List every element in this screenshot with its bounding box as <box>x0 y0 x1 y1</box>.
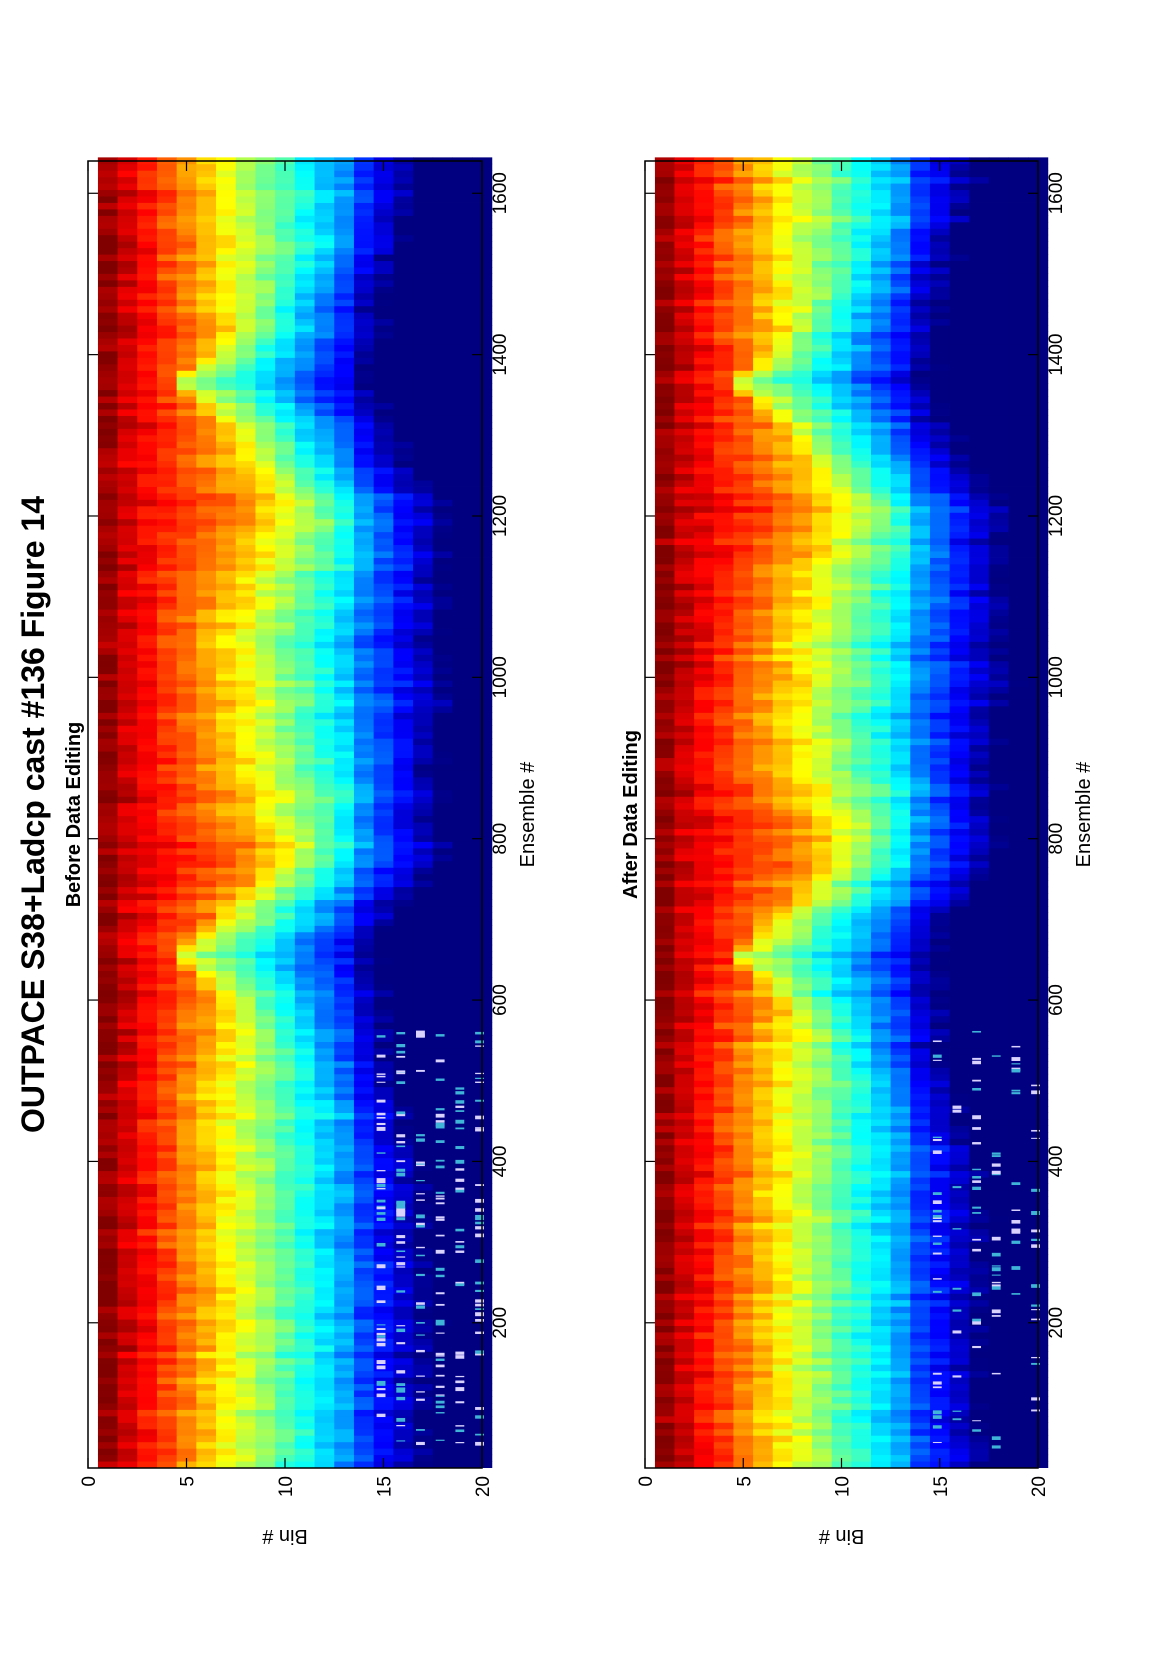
x-tick-label: 600 <box>490 984 511 1016</box>
x-tick-label: 400 <box>490 1146 511 1178</box>
y-tick-label: 10 <box>833 1476 854 1497</box>
figure-title: OUTPACE S38+Ladcp cast #136 Figure 14 <box>15 496 51 1133</box>
panel-after: After Data Editing2004006008001000120014… <box>620 157 1095 1547</box>
y-tick-label: 0 <box>79 1476 100 1487</box>
y-axis-label: Bin # <box>261 1525 307 1547</box>
heatmap-cells <box>97 157 493 1468</box>
panel-before: Before Data Editing200400600800100012001… <box>63 157 539 1547</box>
y-tick-label: 5 <box>178 1476 199 1487</box>
y-tick-label: 10 <box>276 1476 297 1497</box>
panel-title: Before Data Editing <box>63 722 85 908</box>
x-tick-label: 1000 <box>490 656 511 698</box>
y-axis-label: Bin # <box>818 1525 864 1547</box>
outlier-speckles <box>376 1030 484 1446</box>
heatmap-cells <box>654 157 1049 1468</box>
x-tick-label: 1200 <box>1046 495 1067 537</box>
x-tick-label: 200 <box>490 1307 511 1339</box>
x-tick-label: 200 <box>1046 1307 1067 1339</box>
x-tick-label: 1400 <box>1046 333 1067 375</box>
x-tick-label: 1600 <box>1046 172 1067 214</box>
y-tick-label: 5 <box>734 1476 755 1487</box>
x-tick-label: 1000 <box>1046 656 1067 698</box>
x-axis: 200 400 600 800 1000 1200 1400 1600 <box>88 172 511 1339</box>
y-tick-label: 15 <box>375 1476 396 1497</box>
x-tick-label: 1400 <box>490 333 511 375</box>
x-tick-label: 400 <box>1046 1146 1067 1178</box>
x-tick-label: 1200 <box>490 495 511 537</box>
x-axis: 200 400 600 800 1000 1200 1400 1600 <box>645 172 1067 1339</box>
x-axis-label: Ensemble # <box>1073 761 1095 867</box>
x-tick-label: 800 <box>490 823 511 855</box>
panel-title: After Data Editing <box>620 730 642 899</box>
y-axis: 0 5 10 15 20 <box>636 161 1050 1497</box>
x-tick-label: 600 <box>1046 984 1067 1016</box>
y-tick-label: 15 <box>931 1476 952 1497</box>
y-tick-label: 20 <box>473 1476 494 1497</box>
x-tick-label: 800 <box>1046 823 1067 855</box>
x-axis-label: Ensemble # <box>517 761 539 867</box>
x-tick-label: 1600 <box>490 172 511 214</box>
y-axis: 0 5 10 15 20 <box>79 161 494 1497</box>
y-tick-label: 20 <box>1029 1476 1050 1497</box>
y-tick-label: 0 <box>636 1476 657 1487</box>
